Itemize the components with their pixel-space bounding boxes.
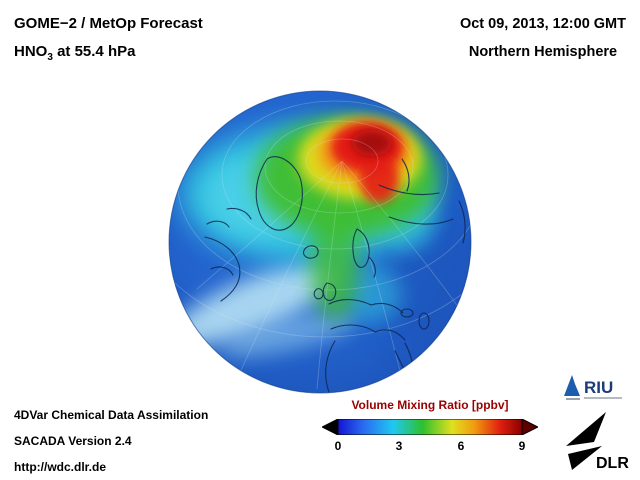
colorbar-gradient [337, 419, 523, 435]
tick-label-3: 3 [395, 439, 403, 453]
datetime-block: Oct 09, 2013, 12:00 GMT Northern Hemisph… [460, 10, 626, 66]
colorbar-right-arrow [521, 419, 538, 435]
colorbar-left-arrow [322, 419, 339, 435]
riu-logo-text: RIU [584, 378, 613, 397]
hno3-hotspot [331, 122, 403, 203]
dlr-logo-svg: DLR [566, 412, 629, 472]
coastlines [204, 156, 466, 393]
species-name: HNO [14, 43, 48, 60]
assimilation-label: 4DVar Chemical Data Assimilation [14, 408, 209, 422]
colorbar-block: Volume Mixing Ratio [ppbv] 0 3 [322, 398, 538, 455]
riu-logo-svg: RIU [564, 375, 622, 400]
hemisphere-label: Northern Hemisphere [468, 44, 618, 60]
colorbar-title: Volume Mixing Ratio [ppbv] [351, 398, 509, 412]
tick-label-9: 9 [518, 439, 526, 453]
credits-block: 4DVar Chemical Data Assimilation SACADA … [14, 402, 208, 480]
colorbar [322, 419, 538, 435]
species-subscript: 3 [47, 52, 53, 63]
datetime-label: Oct 09, 2013, 12:00 GMT [459, 16, 626, 32]
version-label: SACADA Version 2.4 [14, 434, 132, 448]
species-level-line: HNO3 at 55.4 hPa [14, 38, 203, 72]
globe-heatmap [169, 91, 471, 393]
dlr-logo-text: DLR [596, 455, 629, 472]
globe-svg [168, 90, 472, 394]
globe-visualization [167, 89, 473, 395]
tick-label-0: 0 [334, 439, 342, 453]
riu-logo-mark [564, 375, 580, 396]
riu-logo: RIU [562, 372, 628, 402]
plot-title-block: GOME−2 / MetOp Forecast HNO3 at 55.4 hPa [14, 10, 203, 72]
globe-rim [168, 90, 472, 394]
tick-label-6: 6 [457, 439, 465, 453]
dlr-logo-wing-upper [566, 412, 606, 446]
pressure-level: at 55.4 hPa [52, 43, 136, 60]
url-label: http://wdc.dlr.de [14, 460, 106, 474]
colorbar-ticks: 0 3 6 9 [322, 439, 538, 455]
dlr-logo: DLR [560, 410, 630, 472]
dlr-logo-wing-lower [568, 446, 602, 470]
plot-title: GOME−2 / MetOp Forecast [14, 15, 203, 32]
